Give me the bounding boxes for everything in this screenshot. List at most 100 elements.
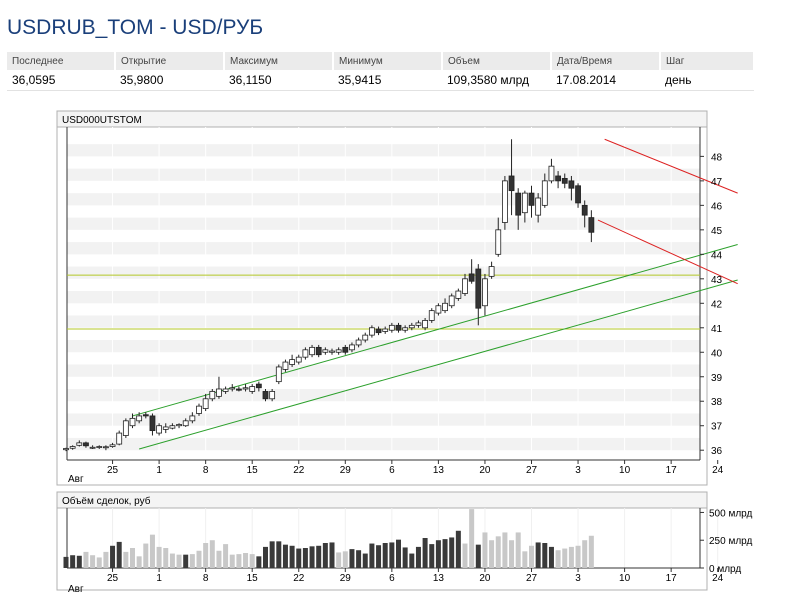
- volume-bar: [482, 532, 488, 568]
- candle: [202, 393, 209, 412]
- candle-body: [335, 349, 342, 353]
- candle: [521, 190, 528, 223]
- volume-bar: [582, 540, 588, 568]
- volume-bar: [389, 542, 395, 568]
- price-xtick-label: 20: [479, 465, 491, 476]
- candle: [375, 326, 382, 336]
- candle: [89, 445, 96, 449]
- volume-bar: [548, 546, 554, 568]
- candle-body: [462, 278, 468, 294]
- candle-body: [89, 446, 96, 449]
- price-xtick-label: 22: [293, 465, 305, 476]
- price-ytick-label: 38: [711, 397, 723, 408]
- candle: [249, 384, 256, 394]
- candle-body: [442, 302, 448, 312]
- candle-body: [408, 324, 415, 329]
- price-xtick-label: 27: [526, 465, 538, 476]
- volume-bar: [529, 545, 534, 568]
- candle-body: [395, 324, 402, 331]
- value-last: 36,0595: [7, 70, 115, 91]
- candle-body: [588, 217, 595, 233]
- candle: [362, 332, 369, 343]
- candle: [309, 344, 315, 358]
- volume-bar: [223, 544, 229, 568]
- candle: [561, 173, 568, 189]
- price-trendline: [597, 219, 738, 285]
- price-x-start-label: Авг: [68, 474, 84, 485]
- candle: [575, 183, 581, 208]
- candle-body: [355, 339, 362, 346]
- volume-bar: [462, 543, 468, 568]
- price-xtick-label: 17: [666, 465, 678, 476]
- price-grid-band: [67, 168, 700, 181]
- candle-body: [322, 349, 329, 353]
- volume-bar: [362, 553, 368, 568]
- candle: [349, 342, 355, 353]
- volume-bar: [183, 554, 189, 568]
- value-volume: 109,3580 млрд: [442, 70, 551, 91]
- col-volume: Объем: [442, 52, 552, 70]
- candle-body: [275, 366, 282, 383]
- col-open: Открытие: [115, 52, 225, 70]
- candle: [442, 298, 448, 314]
- price-ytick-label: 48: [711, 152, 723, 163]
- candle-body: [69, 446, 76, 449]
- candle: [269, 388, 276, 402]
- volume-xtick-label: 25: [107, 573, 119, 584]
- quote-header-row: Последнее Открытие Максимум Минимум Объе…: [7, 52, 755, 70]
- volume-bar: [256, 556, 262, 568]
- candle: [515, 188, 522, 230]
- volume-bar: [455, 530, 461, 568]
- candle-body: [535, 197, 542, 216]
- volume-bar: [568, 546, 574, 568]
- price-ytick-label: 41: [711, 324, 723, 335]
- value-open: 35,9800: [115, 70, 224, 91]
- volume-bar: [83, 551, 89, 568]
- candle: [282, 359, 289, 372]
- candle-body: [136, 415, 143, 422]
- volume-bar: [475, 544, 481, 568]
- price-ytick-label: 43: [711, 275, 723, 286]
- candle: [482, 273, 488, 316]
- price-grid-band: [67, 340, 700, 353]
- volume-bar: [63, 556, 69, 568]
- price-grid-band: [67, 291, 700, 304]
- candle: [242, 384, 249, 392]
- col-datetime: Дата/Время: [551, 52, 661, 70]
- volume-bar: [282, 544, 288, 568]
- candle-body: [229, 387, 236, 390]
- volume-bar: [196, 550, 202, 568]
- candle: [342, 344, 349, 355]
- price-ytick-label: 44: [711, 250, 723, 261]
- price-ytick-label: 45: [711, 226, 723, 237]
- candle: [169, 423, 176, 430]
- volume-bar: [163, 548, 169, 568]
- price-grid-band: [67, 364, 700, 377]
- candle: [122, 418, 129, 438]
- volume-bar: [110, 545, 116, 568]
- volume-bar: [243, 553, 249, 568]
- candle: [541, 173, 548, 208]
- candle: [475, 264, 482, 326]
- price-grid-band: [67, 193, 700, 206]
- candle-body: [235, 388, 242, 391]
- quote-value-row: 36,0595 35,9800 36,1150 35,9415 109,3580…: [7, 70, 754, 91]
- volume-xtick-label: 24: [712, 573, 724, 584]
- price-grid-band: [67, 144, 700, 157]
- candle-body: [548, 165, 555, 182]
- candle: [116, 430, 123, 446]
- volume-ytick-label: 250 млрд: [709, 536, 753, 547]
- page-title: USDRUB_TOM - USD/РУБ: [7, 16, 264, 39]
- volume-xtick-label: 10: [619, 573, 631, 584]
- candle-body: [255, 383, 262, 389]
- candle: [176, 423, 182, 429]
- volume-bar: [542, 543, 548, 568]
- candle-body: [581, 204, 588, 216]
- volume-bar: [289, 545, 295, 568]
- volume-bar: [302, 548, 308, 568]
- volume-bar: [103, 551, 109, 568]
- volume-bar: [322, 543, 328, 568]
- candle-body: [249, 386, 256, 392]
- candle-body: [435, 305, 442, 314]
- candle: [109, 442, 116, 448]
